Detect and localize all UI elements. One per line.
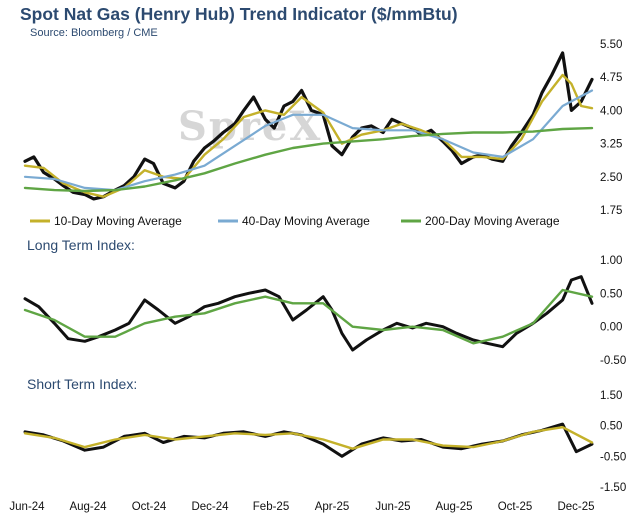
legend-label-ma10: 10-Day Moving Average (54, 214, 182, 228)
long-term-plot (23, 275, 594, 352)
watermark-text: SpreX (178, 103, 322, 150)
long-term-index-label: Long Term Index: (27, 237, 135, 253)
price-ytick-3: 3.25 (600, 139, 622, 151)
xtick-3: Dec-24 (191, 501, 229, 513)
xtick-7: Aug-25 (435, 501, 472, 513)
long_term-ytick-1: 0.50 (600, 288, 622, 300)
short_term-ytick-1: 0.50 (600, 421, 622, 433)
xtick-4: Feb-25 (253, 501, 289, 513)
xtick-9: Dec-25 (557, 501, 594, 513)
chart-title: Spot Nat Gas (Henry Hub) Trend Indicator… (20, 4, 458, 24)
price-ytick-5: 1.75 (600, 205, 622, 217)
long_term-series-long_smooth (23, 288, 594, 345)
legend-label-ma200: 200-Day Moving Average (425, 214, 560, 228)
short-term-y-axis: 1.50 0.50 -0.50 -1.50 (600, 390, 626, 494)
chart-source: Source: Bloomberg / CME (30, 27, 158, 39)
long-term-y-axis: 1.00 0.50 0.00 -0.50 (600, 255, 626, 367)
legend-label-ma40: 40-Day Moving Average (242, 214, 370, 228)
price-y-axis: 5.50 4.75 4.00 3.25 2.50 1.75 (600, 39, 622, 217)
price-ytick-2: 4.00 (600, 105, 622, 117)
xtick-8: Oct-25 (498, 501, 533, 513)
short_term-ytick-2: -0.50 (600, 451, 626, 463)
price-ytick-4: 2.50 (600, 172, 622, 184)
xtick-2: Oct-24 (132, 501, 167, 513)
xtick-1: Aug-24 (69, 501, 107, 513)
price-legend: 10-Day Moving Average 40-Day Moving Aver… (30, 214, 560, 228)
x-axis: Jun-24 Aug-24 Oct-24 Dec-24 Feb-25 Apr-25 Jun-… (9, 501, 594, 513)
price-plot (23, 51, 594, 201)
long_term-series-long_index (23, 275, 594, 352)
short-term-plot (23, 422, 594, 458)
short-term-index-label: Short Term Index: (27, 376, 137, 392)
price-ytick-0: 5.50 (600, 39, 622, 51)
price-ytick-1: 4.75 (600, 72, 622, 84)
xtick-0: Jun-24 (9, 501, 45, 513)
long_term-ytick-2: 0.00 (600, 322, 622, 334)
price-series-ma200 (23, 126, 594, 193)
short_term-series-short_smooth (23, 426, 594, 450)
long_term-ytick-0: 1.00 (600, 255, 622, 267)
short_term-ytick-0: 1.50 (600, 390, 622, 402)
long_term-ytick-3: -0.50 (600, 355, 626, 367)
xtick-6: Jun-25 (375, 501, 410, 513)
short_term-ytick-3: -1.50 (600, 482, 626, 494)
xtick-5: Apr-25 (315, 501, 350, 513)
